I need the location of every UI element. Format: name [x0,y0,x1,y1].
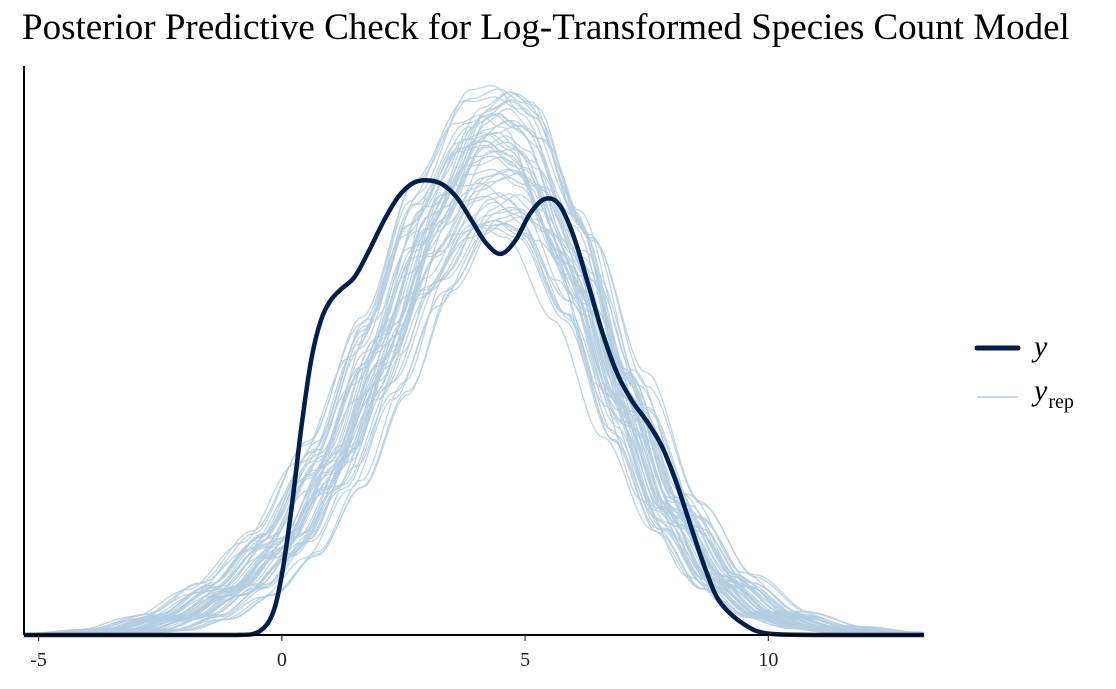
yrep-draw-line [23,96,924,635]
yrep-draw-line [24,135,924,636]
legend-yrep-label: yrep [1031,374,1074,413]
x-tick-label: 0 [277,649,287,671]
yrep-draw-line [23,215,924,636]
yrep-draw-line [23,119,924,636]
yrep-draw-line [24,107,924,636]
yrep-draw-line [24,222,924,636]
legend-yrep-base: y [1031,374,1048,407]
x-tick-label: -5 [30,649,47,671]
yrep-draw-line [23,195,924,635]
yrep-draw-line [24,211,924,636]
yrep-draw-line [24,206,924,636]
yrep-draw-line [24,92,924,636]
yrep-draw-line [24,131,924,636]
legend: y yrep [974,330,1074,413]
chart-title: Posterior Predictive Check for Log-Trans… [22,7,1070,48]
yrep-draw-line [24,208,924,636]
x-tick-label: 5 [520,649,530,671]
legend-y-label: y [1031,330,1048,363]
yrep-density-lines [23,84,924,636]
yrep-draw-line [23,91,924,635]
yrep-draw-line [23,139,924,636]
observed-density-line [24,178,924,638]
yrep-draw-line [24,133,924,636]
yrep-draw-line [23,176,924,636]
yrep-draw-line [24,99,924,636]
x-tick-label: 10 [758,649,778,671]
yrep-draw-line [23,144,924,635]
x-axis-ticks: -5 0 5 10 [30,635,778,671]
yrep-draw-line [23,84,924,635]
yrep-draw-line [23,223,924,636]
yrep-draw-line [23,219,924,636]
yrep-draw-line [23,169,924,636]
legend-yrep-subscript: rep [1048,391,1074,413]
yrep-draw-line [23,227,924,636]
yrep-draw-line [24,100,924,636]
yrep-draw-line [23,182,924,636]
yrep-draw-line [23,119,924,635]
yrep-draw-line [23,131,924,636]
observed-y-line [24,178,924,638]
yrep-draw-line [23,201,924,636]
yrep-draw-line [23,226,924,636]
yrep-draw-line [23,88,924,635]
yrep-draw-line [24,219,924,636]
yrep-draw-line [23,168,924,636]
yrep-draw-line [23,168,924,636]
